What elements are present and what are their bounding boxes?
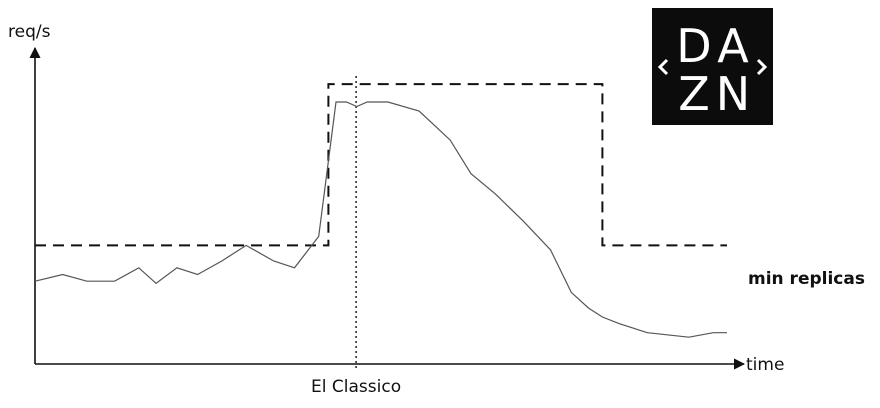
x-axis-label: time	[746, 355, 784, 375]
logo-letter-z: Z	[678, 67, 710, 121]
dazn-logo: D A Z N	[652, 8, 773, 125]
y-axis-label: req/s	[8, 22, 51, 42]
logo-letter-d: D	[676, 19, 711, 73]
traffic-line	[34, 101, 727, 338]
logo-letter-n: N	[716, 67, 750, 121]
min-replicas-line	[35, 83, 727, 247]
logo-arrow-left-icon	[657, 58, 669, 76]
event-label: El Classico	[311, 377, 401, 397]
logo-arrow-right-icon	[756, 58, 768, 76]
logo-letter-a: A	[717, 19, 749, 73]
min-replicas-label: min replicas	[748, 269, 865, 289]
